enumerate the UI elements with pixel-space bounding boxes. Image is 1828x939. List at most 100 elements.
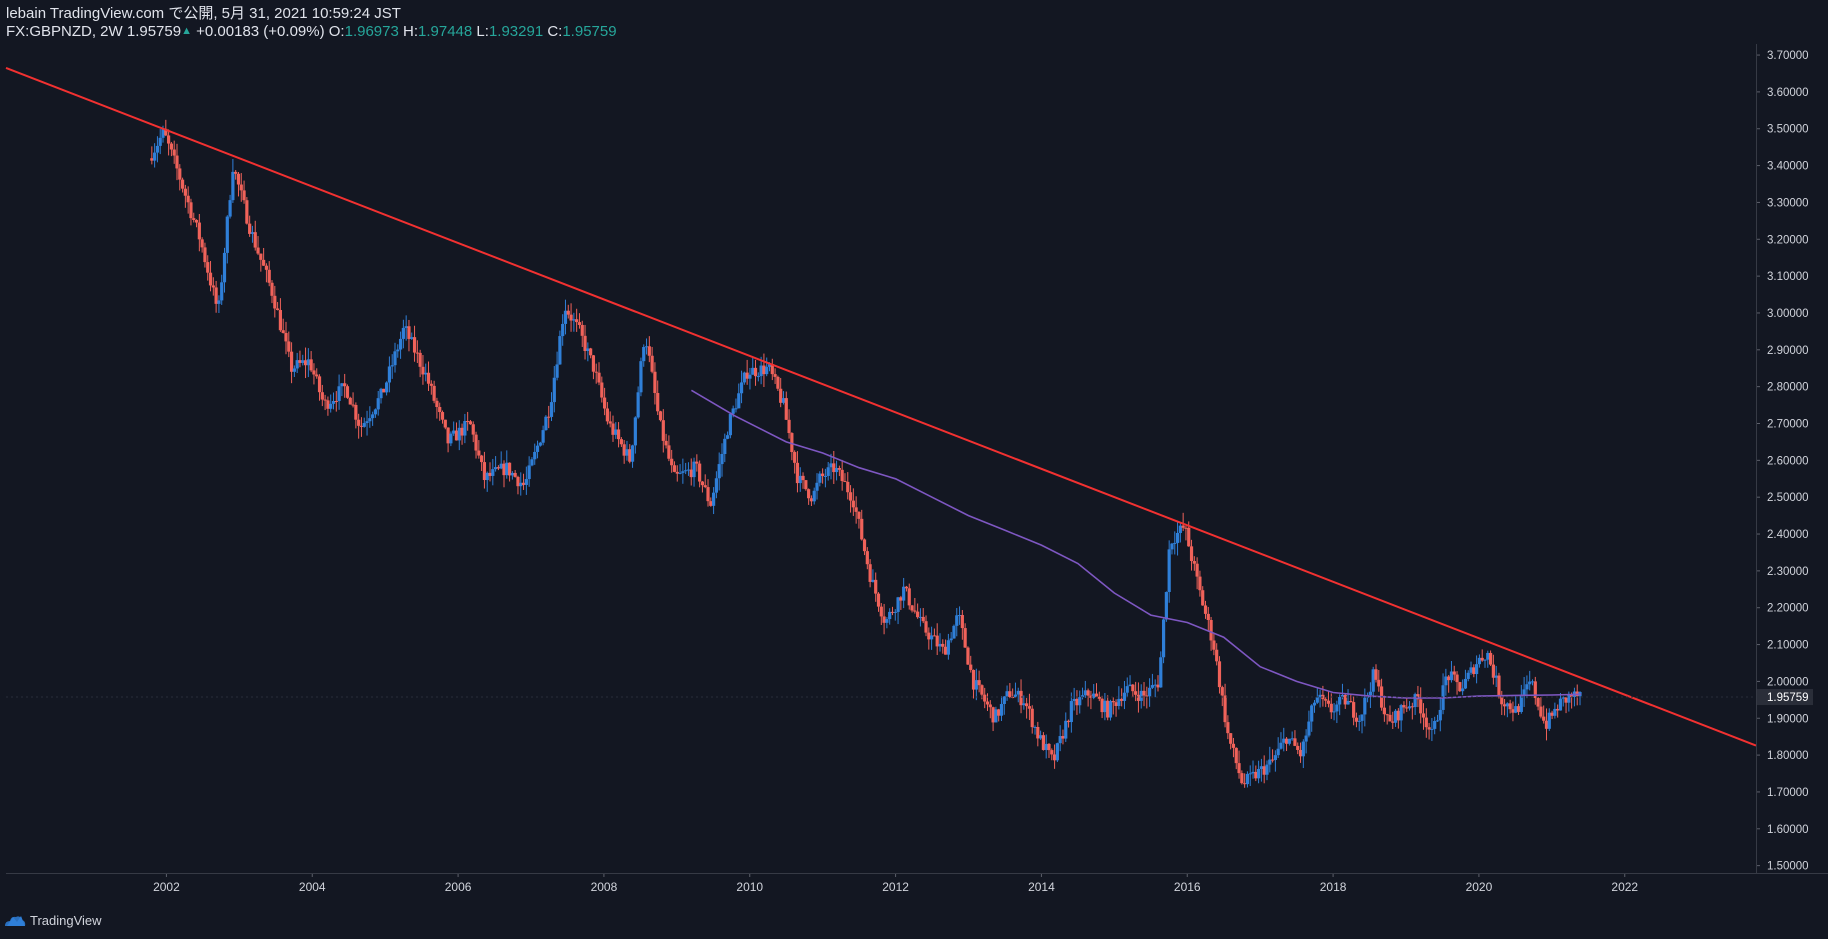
candle-body[interactable] [521, 482, 526, 485]
candle-body[interactable] [329, 403, 333, 409]
trend-line[interactable] [5, 67, 1757, 747]
candle-body[interactable] [1396, 710, 1400, 721]
candle-body[interactable] [787, 419, 791, 434]
candle-body[interactable] [1301, 741, 1305, 757]
candle-body[interactable] [966, 647, 970, 665]
candle-body[interactable] [401, 327, 405, 339]
candle-body[interactable] [1008, 691, 1012, 697]
candle-body[interactable] [1108, 701, 1113, 718]
candle-body[interactable] [421, 366, 425, 375]
candle-body[interactable] [1340, 694, 1345, 698]
candle-body[interactable] [1374, 669, 1378, 680]
candle-body[interactable] [874, 579, 878, 594]
candle-body[interactable] [1027, 706, 1032, 709]
candle-body[interactable] [474, 434, 478, 451]
candle-body[interactable] [997, 709, 1001, 716]
candle-body[interactable] [1005, 691, 1009, 697]
candle-body[interactable] [1452, 671, 1456, 675]
candle-body[interactable] [625, 449, 629, 456]
candle-body[interactable] [1248, 773, 1252, 775]
candle-body[interactable] [1449, 671, 1454, 681]
candle-body[interactable] [661, 420, 665, 441]
candle-body[interactable] [239, 184, 243, 191]
candle-body[interactable] [1229, 733, 1233, 744]
candle-body[interactable] [194, 219, 199, 223]
candle-body[interactable] [1533, 681, 1537, 699]
candle-body[interactable] [1502, 704, 1507, 707]
candle-body[interactable] [999, 704, 1004, 716]
candle-body[interactable] [1243, 783, 1247, 785]
candle-body[interactable] [871, 579, 875, 582]
candle-body[interactable] [1421, 713, 1426, 718]
candle-body[interactable] [549, 402, 554, 417]
candle-body[interactable] [1393, 710, 1398, 723]
candle-body[interactable] [317, 376, 322, 393]
candle-body[interactable] [1525, 684, 1529, 690]
candle-body[interactable] [460, 427, 464, 436]
candle-body[interactable] [991, 707, 995, 723]
candle-body[interactable] [994, 709, 998, 723]
candle-body[interactable] [957, 615, 962, 617]
candle-body[interactable] [1041, 735, 1046, 750]
candle-body[interactable] [1332, 711, 1336, 713]
candle-body[interactable] [1276, 748, 1280, 756]
candle-body[interactable] [292, 368, 296, 372]
candle-body[interactable] [256, 247, 260, 254]
candle-body[interactable] [1181, 525, 1185, 528]
candle-body[interactable] [1402, 705, 1406, 708]
candle-body[interactable] [988, 704, 992, 708]
candle-body[interactable] [1343, 694, 1347, 705]
candle-body[interactable] [888, 611, 892, 620]
candle-body[interactable] [1488, 652, 1493, 665]
candle-body[interactable] [681, 471, 685, 473]
candle-body[interactable] [345, 386, 350, 398]
candle-body[interactable] [611, 423, 615, 435]
candle-body[interactable] [700, 481, 705, 486]
candle-body[interactable] [703, 485, 707, 488]
candle-body[interactable] [591, 355, 596, 372]
candle-body[interactable] [309, 359, 313, 371]
candle-body[interactable] [426, 372, 431, 384]
candle-body[interactable] [1480, 657, 1484, 661]
candle-body[interactable] [728, 413, 732, 436]
candle-body[interactable] [941, 643, 945, 647]
candle-body[interactable] [315, 374, 319, 377]
candle-body[interactable] [1170, 543, 1174, 550]
candle-body[interactable] [1198, 576, 1202, 591]
candle-body[interactable] [1282, 738, 1286, 743]
candle-body[interactable] [876, 593, 881, 607]
candle-body[interactable] [589, 348, 593, 356]
candle-body[interactable] [1100, 698, 1104, 713]
candle-body[interactable] [1279, 742, 1283, 749]
candle-body[interactable] [572, 319, 576, 321]
candle-body[interactable] [323, 399, 327, 401]
candle-body[interactable] [1164, 592, 1168, 620]
candle-body[interactable] [242, 190, 246, 201]
candle-body[interactable] [664, 440, 668, 446]
candle-body[interactable] [206, 262, 210, 273]
candle-body[interactable] [644, 346, 649, 348]
candle-body[interactable] [1245, 773, 1250, 785]
candle-body[interactable] [1447, 676, 1451, 681]
candle-body[interactable] [695, 461, 699, 464]
candle-body[interactable] [1184, 527, 1188, 529]
candle-body[interactable] [387, 366, 391, 383]
candle-body[interactable] [1491, 664, 1495, 678]
candle-body[interactable] [790, 433, 794, 453]
candle-body[interactable] [1187, 527, 1191, 547]
candle-body[interactable] [1550, 712, 1554, 716]
candle-body[interactable] [410, 337, 414, 339]
candle-body[interactable] [1175, 532, 1180, 543]
candle-body[interactable] [563, 310, 568, 324]
candle-body[interactable] [1262, 766, 1266, 775]
candle-body[interactable] [807, 489, 811, 499]
candle-body[interactable] [675, 471, 679, 474]
plot-area[interactable] [6, 44, 1756, 873]
candle-body[interactable] [1251, 771, 1255, 774]
candle-body[interactable] [1405, 707, 1409, 709]
candle-body[interactable] [471, 424, 475, 435]
candle-body[interactable] [1561, 697, 1565, 699]
candle-body[interactable] [804, 480, 808, 490]
candle-body[interactable] [773, 374, 777, 377]
candle-body[interactable] [1516, 706, 1521, 712]
